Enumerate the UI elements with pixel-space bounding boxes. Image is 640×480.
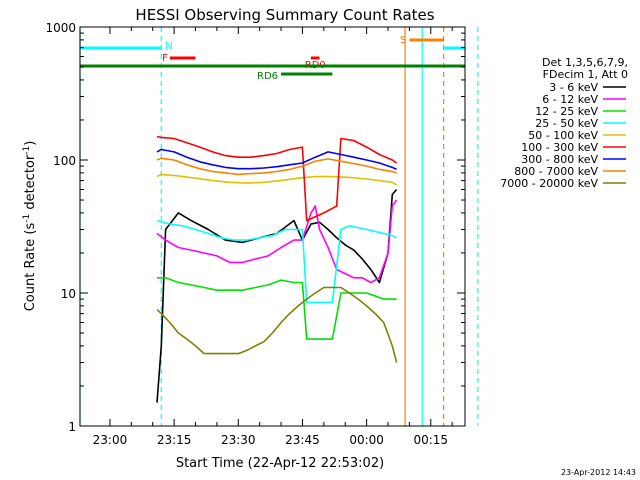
series-line-5: [156, 135, 398, 222]
series-line-7: [156, 157, 397, 176]
y-tick-label-2: 100: [53, 154, 76, 168]
x-tick-label-3: 23:45: [285, 433, 320, 447]
series-line-4: [156, 173, 398, 186]
legend-header-1: FDecim 1, Att 0: [543, 68, 628, 81]
y-tick-label-3: 1000: [45, 21, 76, 35]
series-line-1: [156, 199, 398, 284]
legend: Det 1,3,5,6,7,9,FDecim 1, Att 03 - 6 keV…: [500, 56, 628, 190]
flag-label-6: RD6: [257, 71, 278, 82]
flag-label-2: F: [162, 53, 168, 64]
footer-date: 23-Apr-2012 14:43: [561, 468, 636, 477]
series-line-8: [156, 286, 398, 363]
legend-label-6: 300 - 800 keV: [521, 153, 598, 166]
legend-label-0: 3 - 6 keV: [549, 81, 598, 94]
series-line-6: [156, 148, 397, 171]
flag-label-3: S: [400, 35, 406, 46]
legend-label-8: 7000 - 20000 keV: [500, 177, 598, 190]
legend-label-3: 25 - 50 keV: [535, 117, 598, 130]
x-tick-label-5: 00:15: [413, 433, 448, 447]
x-tick-label-2: 23:30: [221, 433, 256, 447]
y-tick-label-1: 10: [61, 287, 76, 301]
plot-frame: [79, 26, 466, 427]
y-axis: 1 10 100 1000: [45, 21, 465, 434]
legend-label-4: 50 - 100 keV: [528, 129, 598, 142]
series-line-3: [156, 219, 397, 304]
x-axis-label: Start Time (22-Apr-12 22:53:02): [176, 456, 384, 471]
legend-label-5: 100 - 300 keV: [521, 141, 598, 154]
x-axis: 23:00 23:15 23:30 23:45 00:00 00:15: [93, 27, 453, 447]
series-line-0: [156, 188, 398, 403]
flag-label-0: N: [165, 41, 172, 52]
x-tick-label-0: 23:00: [93, 433, 128, 447]
legend-label-1: 6 - 12 keV: [542, 93, 598, 106]
y-axis-label: Count Rate (s-1 detector-1): [22, 141, 38, 312]
plot-area: NFSRD0RD6: [79, 27, 479, 426]
y-tick-label-0: 1: [68, 420, 76, 434]
x-tick-label-1: 23:15: [157, 433, 192, 447]
legend-label-2: 12 - 25 keV: [535, 105, 598, 118]
x-tick-label-4: 00:00: [349, 433, 384, 447]
legend-label-7: 800 - 7000 keV: [514, 165, 598, 178]
chart-title: HESSI Observing Summary Count Rates: [135, 6, 434, 24]
series-line-2: [157, 276, 397, 340]
legend-header-0: Det 1,3,5,6,7,9,: [542, 56, 628, 69]
